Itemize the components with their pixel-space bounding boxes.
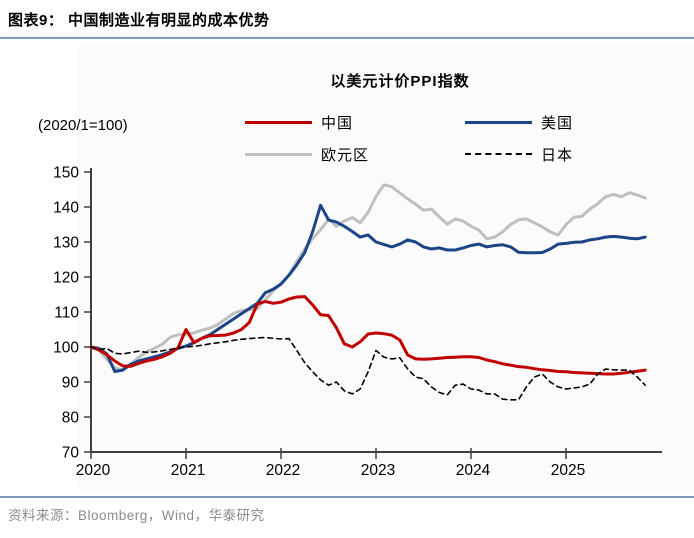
- legend-label-china: 中国: [321, 114, 354, 132]
- legend-line-china: [245, 120, 312, 124]
- y-tick-label: 150: [53, 165, 79, 182]
- y-tick-label: 80: [62, 410, 80, 427]
- legend-label-us: 美国: [541, 114, 574, 132]
- header-divider-line: [0, 37, 694, 39]
- y-tick-label: 100: [53, 340, 79, 357]
- figure-header-title: 图表9： 中国制造业有明显的成本优势: [8, 12, 270, 29]
- x-tick-label: 2023: [361, 462, 395, 479]
- legend-item-eurozone: 欧元区: [245, 145, 370, 164]
- y-tick-label: 120: [53, 270, 79, 287]
- legend-item-japan: 日本: [465, 145, 574, 164]
- x-tick-label: 2022: [266, 462, 300, 479]
- legend-label-eurozone: 欧元区: [321, 146, 370, 164]
- series-line-china: [89, 295, 647, 376]
- x-tick-label: 2025: [551, 462, 585, 479]
- y-tick-label: 140: [53, 200, 79, 217]
- legend-item-china: 中国: [245, 113, 354, 132]
- series-line-eurozone: [89, 183, 647, 372]
- y-tick-label: 70: [62, 445, 80, 462]
- y-tick-label: 130: [53, 235, 79, 252]
- legend-label-japan: 日本: [541, 146, 574, 164]
- source-note: 资料来源：Bloomberg，Wind，华泰研究: [8, 508, 265, 523]
- legend-line-japan: [465, 153, 532, 155]
- y-tick-label: 110: [54, 305, 79, 322]
- y-tick-label: 90: [62, 375, 80, 392]
- x-tick-label: 2021: [171, 462, 205, 479]
- series-line-japan: [90, 336, 647, 401]
- chart-card: [78, 44, 694, 490]
- axis-unit-note: (2020/1=100): [38, 117, 128, 134]
- chart-title: 以美元计价PPI指数: [330, 73, 470, 90]
- footer-divider-line: [0, 496, 694, 498]
- x-tick-label: 2024: [456, 462, 491, 479]
- legend-line-us: [465, 120, 532, 124]
- x-tick-label: 2020: [76, 462, 111, 479]
- legend-line-eurozone: [245, 152, 312, 156]
- legend-item-us: 美国: [465, 113, 574, 132]
